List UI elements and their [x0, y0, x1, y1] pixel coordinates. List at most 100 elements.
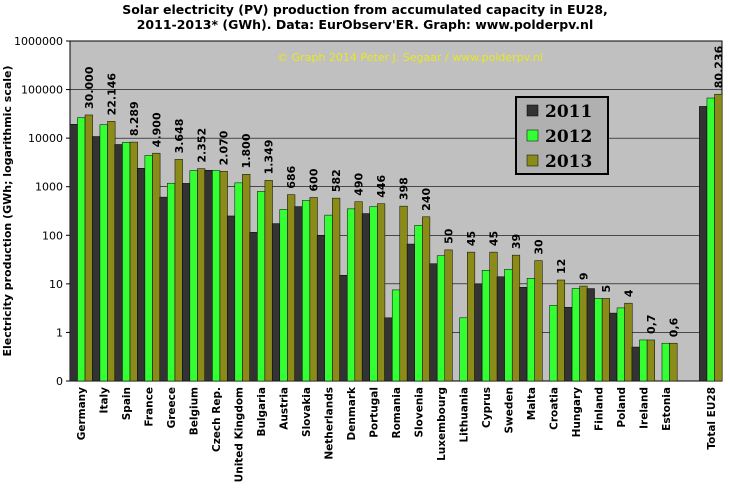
bar-2011: [92, 136, 101, 382]
bar-2011: [361, 213, 370, 382]
bar-2013: [377, 203, 386, 382]
bar-2011: [519, 287, 528, 382]
x-tick-label: Germany: [76, 387, 88, 440]
bar-2011: [137, 167, 146, 382]
bar-2012: [526, 278, 535, 382]
data-label: 490: [353, 172, 366, 195]
data-label: 8.289: [128, 101, 141, 136]
x-tick-label: Poland: [616, 387, 628, 428]
x-tick-label: Ireland: [638, 387, 650, 429]
bar-2011: [249, 232, 258, 382]
bar-2012: [346, 208, 356, 382]
data-label: 686: [285, 165, 298, 188]
bar-2013: [534, 260, 543, 382]
bar-2013: [422, 216, 431, 382]
y-axis-title: Electricity production (GWh; logarithmic…: [1, 65, 14, 356]
bar-2013: [399, 205, 408, 382]
bar-2013: [287, 194, 296, 382]
data-label: 12: [555, 259, 568, 274]
bar-2013: [152, 152, 161, 382]
legend-label-2011: 2011: [545, 102, 592, 122]
bar-2011: [339, 275, 348, 382]
bar-2013: [242, 174, 251, 382]
data-label: 9: [577, 272, 590, 280]
bar-2013: [107, 121, 116, 382]
data-label: 1.800: [240, 133, 253, 168]
bar-2012: [661, 342, 670, 382]
bar-2012: [459, 317, 468, 382]
bar-2012: [77, 117, 86, 382]
bar-2012: [99, 124, 108, 382]
data-label: 45: [465, 231, 478, 246]
bar-2012: [189, 170, 198, 382]
data-label: 582: [330, 169, 343, 192]
data-label: 1.349: [263, 140, 276, 175]
x-tick-label: Netherlands: [324, 387, 336, 460]
data-label: 0,6: [667, 317, 680, 337]
x-tick-label: Total EU28: [706, 387, 718, 450]
bar-2011: [271, 223, 281, 382]
bar-2012: [324, 214, 333, 382]
bar-2013: [174, 159, 183, 382]
legend-label-2013: 2013: [545, 152, 592, 172]
bar-2013: [219, 171, 228, 382]
x-tick-label: Cyprus: [481, 387, 493, 428]
bar-2013: [309, 197, 318, 382]
legend-swatch-2013: [526, 154, 539, 167]
bar-2011: [564, 306, 573, 382]
bar-2011: [159, 196, 168, 382]
x-tick-label: Portugal: [369, 387, 381, 438]
bar-2011: [316, 235, 326, 382]
bar-2013: [332, 197, 341, 382]
bar-2012: [616, 307, 625, 382]
x-tick-label: Denmark: [346, 386, 358, 441]
data-label: 600: [308, 168, 321, 191]
data-label: 30: [532, 239, 545, 255]
data-label: 80.236: [712, 45, 725, 88]
bar-2012: [571, 288, 580, 382]
legend-label-2012: 2012: [545, 127, 592, 147]
bar-2011: [429, 263, 438, 382]
bar-2012: [212, 170, 221, 382]
x-tick-label: Hungary: [571, 387, 583, 438]
y-tick-label: 0: [56, 375, 63, 388]
data-label: 22.146: [105, 73, 118, 116]
x-tick-label: Sweden: [503, 387, 515, 434]
bar-2011: [384, 317, 393, 382]
y-tick-label: 1: [56, 326, 63, 339]
chart-title: Solar electricity (PV) production from a…: [0, 2, 730, 32]
x-tick-label: Finland: [593, 387, 605, 431]
x-tick-label: United Kingdom: [234, 387, 246, 482]
bar-2013: [601, 298, 610, 382]
y-tick-label: 1000: [35, 181, 63, 194]
bar-2012: [504, 268, 513, 382]
data-label: 39: [510, 234, 523, 249]
bar-2011: [294, 206, 303, 382]
bar-2012: [594, 298, 603, 382]
bar-2012: [234, 182, 243, 382]
bar-2013: [646, 339, 655, 382]
bar-2012: [279, 209, 288, 382]
bar-2011: [182, 183, 191, 382]
bar-2012: [706, 97, 715, 382]
x-tick-label: Czech Rep.: [211, 387, 223, 452]
data-label: 0,7: [645, 314, 658, 334]
bar-2013: [556, 279, 566, 382]
bar-2013: [129, 141, 138, 382]
bar-2012: [549, 305, 558, 382]
data-label: 5: [600, 285, 613, 293]
bar-2011: [496, 276, 505, 382]
data-label: 4.900: [150, 112, 163, 147]
bar-2011: [114, 144, 123, 382]
bar-2011: [586, 288, 595, 382]
bar-2012: [391, 289, 401, 382]
legend-swatch-2011: [526, 104, 539, 117]
x-tick-label: Croatia: [548, 387, 560, 430]
bar-2012: [144, 155, 153, 382]
data-label: 4: [622, 289, 635, 297]
data-label: 50: [443, 228, 456, 244]
legend: 2011 2012 2013: [515, 96, 609, 175]
